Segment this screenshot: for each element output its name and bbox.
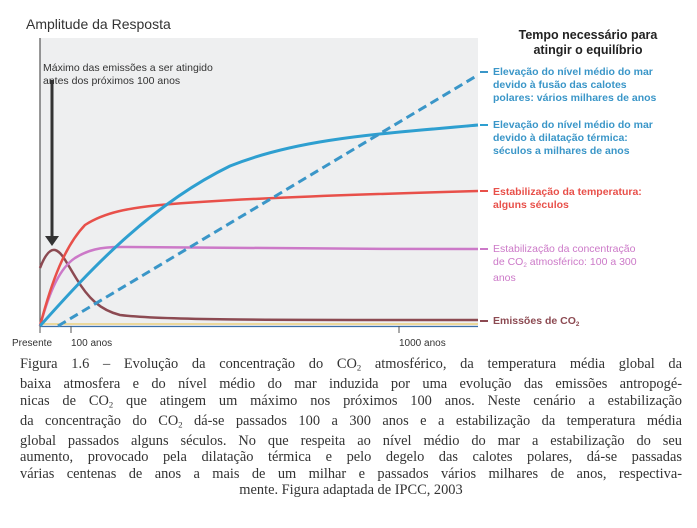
- tick-label-1000: 1000 anos: [399, 338, 446, 349]
- legend-title-line-1: Tempo necessário para: [518, 28, 658, 42]
- caption-line: mente. Figura adaptada de IPCC, 2003: [239, 482, 463, 499]
- caption-line: aumento, provocado pela dilatação térmic…: [20, 449, 682, 466]
- caption-line: várias centenas de anos a mais de um mil…: [20, 465, 682, 482]
- series-emissions: [38, 248, 479, 322]
- annotation-line-2: antes dos próximos 100 anos: [43, 75, 181, 87]
- caption-line: nicas de CO2 que atingem um máximo nos p…: [20, 392, 682, 410]
- legend-ice-melt: Elevação do nível médio do mar devido à …: [493, 66, 656, 105]
- caption-line: global passados alguns séculos. No que r…: [20, 432, 682, 449]
- chart-plot: [38, 38, 488, 333]
- legend-title: Tempo necessário para atingir o equilíbr…: [488, 28, 688, 58]
- legend-text: devido à dilatação térmica:: [493, 132, 628, 144]
- legend-title-line-2: atingir o equilíbrio: [533, 43, 643, 57]
- caption-line: da concentração do CO2 dá-se passados 10…: [20, 412, 682, 430]
- legend-emissions: Emissões de CO2: [493, 315, 580, 328]
- arrow-down-icon: [45, 236, 59, 246]
- caption-line: baixa atmosfera e do nível médio do mar …: [20, 376, 682, 393]
- peak-annotation: Máximo das emissões a ser atingido antes…: [43, 62, 213, 88]
- legend-text: Elevação do nível médio do mar: [493, 66, 653, 78]
- series-temperature: [38, 189, 479, 327]
- legend-text: Estabilização da temperatura:: [493, 186, 642, 198]
- plot-area: [40, 38, 478, 326]
- legend-co2-concentration: Estabilização da concentração de CO2 atm…: [493, 243, 637, 285]
- y-axis-title: Amplitude da Resposta: [26, 16, 171, 32]
- legend-thermal: Elevação do nível médio do mar devido à …: [493, 119, 653, 158]
- legend-text: de CO2 atmosférico: 100 a 300: [493, 256, 637, 269]
- legend-text: polares: vários milhares de anos: [493, 92, 657, 104]
- legend-text: devido à fusão das calotes: [493, 79, 627, 91]
- series-thermal-expansion: [38, 123, 479, 327]
- legend-text: anos: [493, 271, 516, 284]
- caption-line: Figura 1.6 – Evolução da concentração do…: [20, 356, 682, 373]
- series-ice-melt: [57, 73, 479, 328]
- tick-label-100: 100 anos: [71, 338, 113, 349]
- tick-label-present: Presente: [12, 338, 53, 349]
- legend-text: alguns séculos: [493, 199, 569, 211]
- legend-text: séculos a milhares de anos: [493, 145, 630, 157]
- legend-text: Estabilização da concentração: [493, 243, 636, 255]
- series-co2-concentration: [38, 245, 479, 327]
- figure-caption: Figura 1.6 – Evolução da concentração do…: [20, 356, 682, 499]
- annotation-line-1: Máximo das emissões a ser atingido: [43, 62, 213, 74]
- legend-temperature: Estabilização da temperatura: alguns séc…: [493, 186, 642, 212]
- legend-text: Elevação do nível médio do mar: [493, 119, 653, 131]
